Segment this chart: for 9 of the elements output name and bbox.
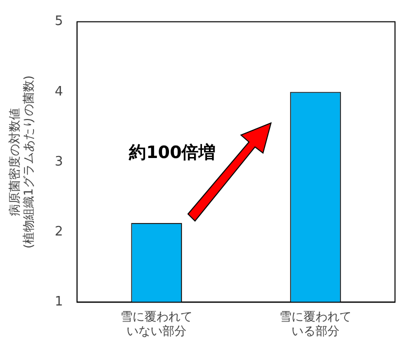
y-tick-label: 5 xyxy=(54,14,64,30)
y-tick-label: 1 xyxy=(54,294,64,310)
y-tick-label: 2 xyxy=(54,224,64,240)
x-tick-label: 雪に覆われている部分 xyxy=(280,310,352,338)
y-axis-title: 病原菌密度の対数値(植物組織1グラムあたりの菌数) xyxy=(7,76,36,248)
y-tick-label: 4 xyxy=(54,84,64,100)
x-tick-label: 雪に覆われていない部分 xyxy=(120,310,193,338)
annotation: 約100倍増 xyxy=(128,142,216,164)
y-tick-label: 3 xyxy=(54,154,64,170)
